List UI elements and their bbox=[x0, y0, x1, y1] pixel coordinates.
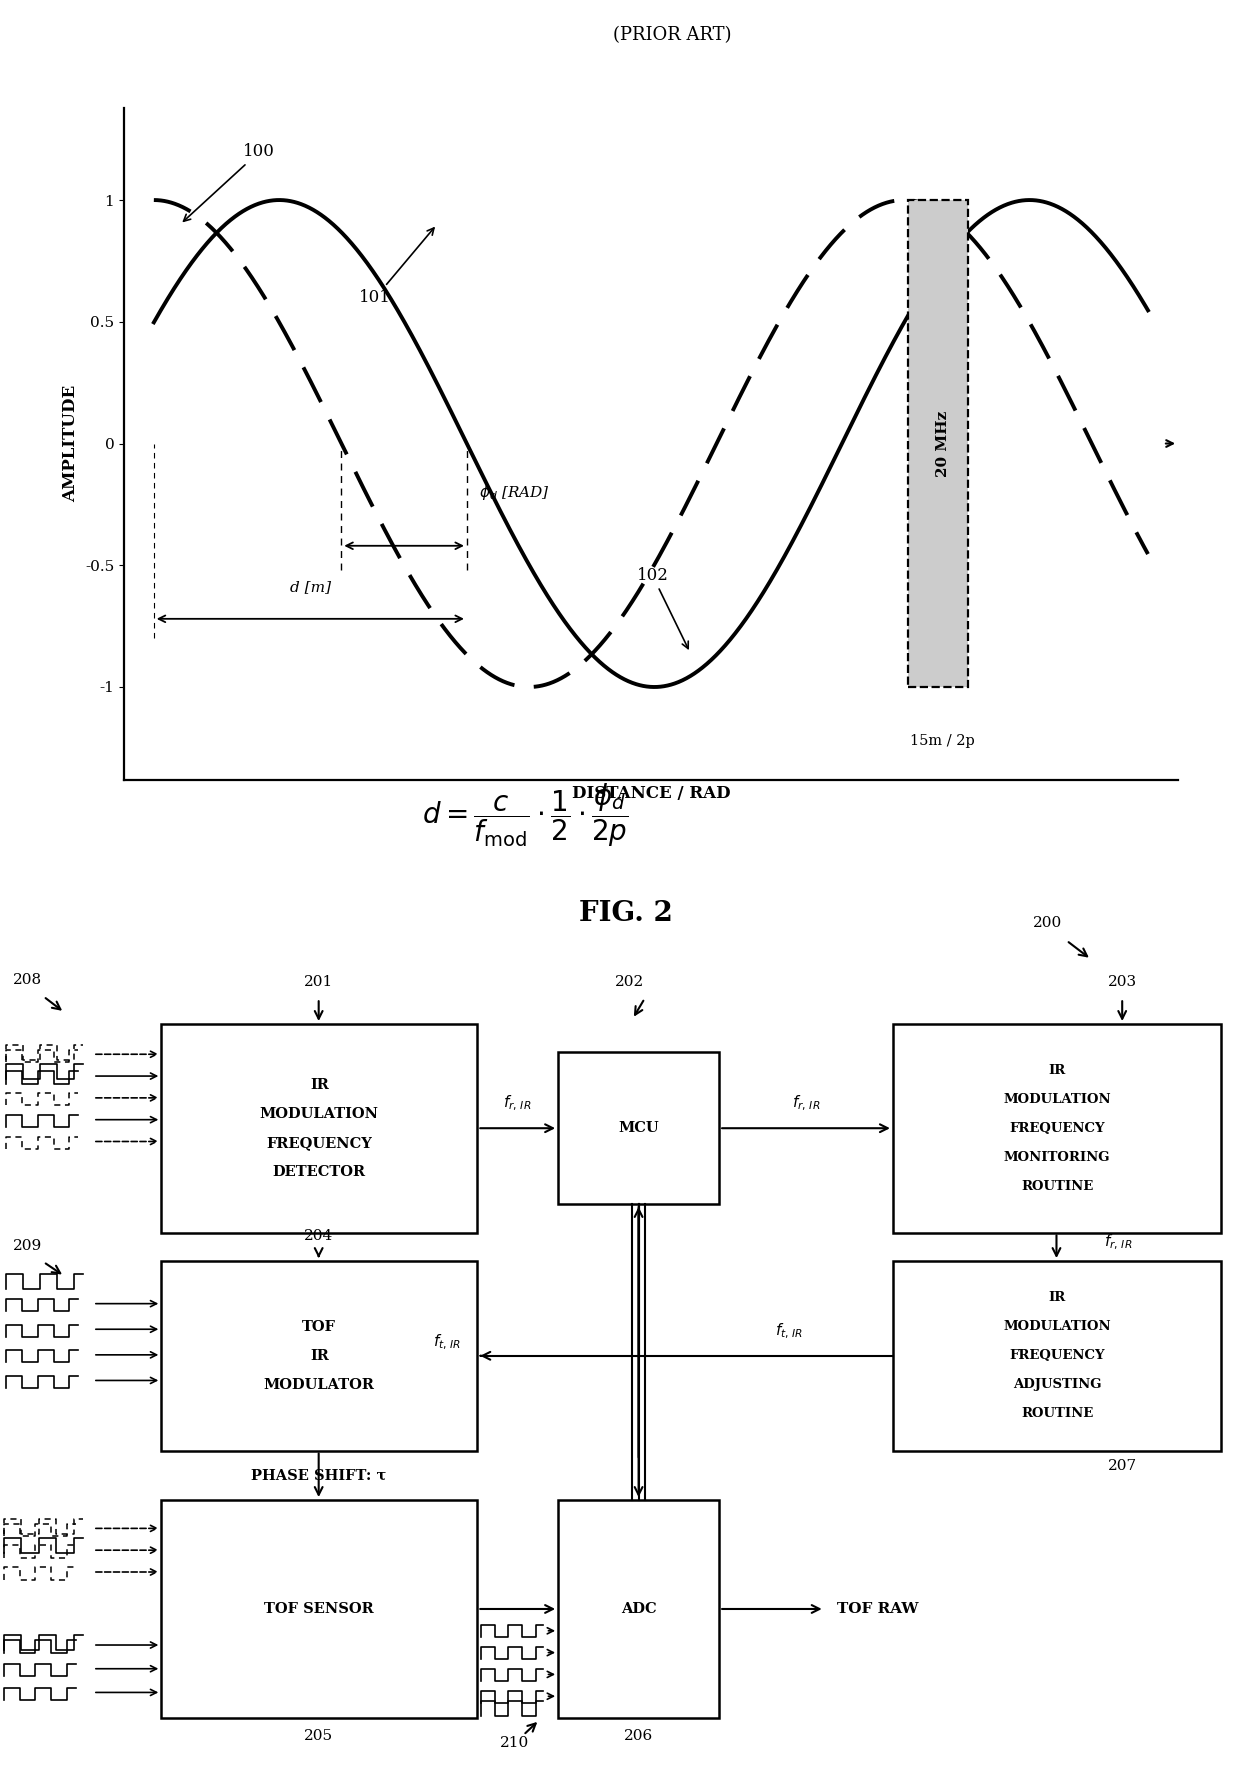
Text: (PRIOR ART): (PRIOR ART) bbox=[613, 27, 732, 45]
Bar bbox=[161, 1500, 477, 1719]
Text: IR: IR bbox=[310, 1077, 329, 1091]
Text: IR: IR bbox=[310, 1349, 329, 1362]
Bar bbox=[908, 201, 967, 686]
Text: 207: 207 bbox=[1107, 1459, 1137, 1473]
Text: 205: 205 bbox=[304, 1729, 334, 1744]
Text: 210: 210 bbox=[500, 1736, 529, 1751]
Text: 200: 200 bbox=[1033, 916, 1063, 930]
Text: TOF SENSOR: TOF SENSOR bbox=[264, 1602, 374, 1616]
Text: ADC: ADC bbox=[621, 1602, 656, 1616]
Text: ADJUSTING: ADJUSTING bbox=[1013, 1378, 1101, 1391]
Text: ROUTINE: ROUTINE bbox=[1021, 1407, 1094, 1419]
Text: $f_{t,\,IR}$: $f_{t,\,IR}$ bbox=[775, 1321, 804, 1340]
Text: 208: 208 bbox=[12, 973, 42, 987]
Text: $d = \dfrac{c}{f_{\mathrm{mod}}} \cdot \dfrac{1}{2} \cdot \dfrac{\phi_d}{2p}$: $d = \dfrac{c}{f_{\mathrm{mod}}} \cdot \… bbox=[422, 781, 627, 849]
Text: PHASE SHIFT: τ: PHASE SHIFT: τ bbox=[250, 1468, 387, 1482]
Text: TOF RAW: TOF RAW bbox=[837, 1602, 919, 1616]
Text: $\phi_d$ [RAD]: $\phi_d$ [RAD] bbox=[479, 482, 549, 502]
Text: 15m / 2p: 15m / 2p bbox=[910, 733, 975, 747]
Text: 204: 204 bbox=[304, 1229, 334, 1244]
Text: IR: IR bbox=[1049, 1064, 1065, 1077]
Text: FREQUENCY: FREQUENCY bbox=[1009, 1349, 1105, 1362]
Text: $f_{r,\,IR}$: $f_{r,\,IR}$ bbox=[503, 1093, 531, 1113]
Bar bbox=[161, 1023, 477, 1233]
Bar bbox=[893, 1023, 1221, 1233]
Text: 20 MHz: 20 MHz bbox=[935, 410, 950, 477]
Text: 206: 206 bbox=[624, 1729, 653, 1744]
Bar bbox=[908, 201, 967, 686]
Text: 201: 201 bbox=[304, 975, 334, 989]
Text: MODULATION: MODULATION bbox=[1003, 1093, 1111, 1106]
Bar bbox=[558, 1500, 719, 1719]
Text: 202: 202 bbox=[615, 975, 645, 989]
Text: MODULATION: MODULATION bbox=[1003, 1321, 1111, 1333]
Bar bbox=[558, 1052, 719, 1204]
Text: MODULATOR: MODULATOR bbox=[264, 1378, 374, 1392]
Text: $f_{t,\,IR}$: $f_{t,\,IR}$ bbox=[433, 1333, 461, 1351]
Bar bbox=[161, 1262, 477, 1452]
Text: MONITORING: MONITORING bbox=[1004, 1150, 1110, 1163]
Text: d [m]: d [m] bbox=[290, 581, 331, 595]
Text: DETECTOR: DETECTOR bbox=[273, 1165, 366, 1179]
Y-axis label: AMPLITUDE: AMPLITUDE bbox=[62, 385, 79, 502]
Text: IR: IR bbox=[1049, 1292, 1065, 1305]
Text: 102: 102 bbox=[636, 566, 688, 649]
Text: FREQUENCY: FREQUENCY bbox=[1009, 1122, 1105, 1134]
Text: MODULATION: MODULATION bbox=[260, 1107, 378, 1120]
Text: $f_{r,\,IR}$: $f_{r,\,IR}$ bbox=[1104, 1233, 1132, 1253]
X-axis label: DISTANCE / RAD: DISTANCE / RAD bbox=[572, 785, 730, 803]
Text: 209: 209 bbox=[12, 1238, 42, 1253]
Text: MCU: MCU bbox=[619, 1122, 658, 1134]
Text: FREQUENCY: FREQUENCY bbox=[267, 1136, 372, 1150]
Text: 203: 203 bbox=[1107, 975, 1137, 989]
Text: $f_{r,\,IR}$: $f_{r,\,IR}$ bbox=[792, 1093, 820, 1113]
Text: ROUTINE: ROUTINE bbox=[1021, 1179, 1094, 1192]
Text: 101: 101 bbox=[360, 228, 434, 306]
Text: FIG. 2: FIG. 2 bbox=[579, 901, 673, 928]
Bar bbox=[893, 1262, 1221, 1452]
Text: TOF: TOF bbox=[303, 1321, 336, 1333]
Text: 100: 100 bbox=[184, 143, 275, 220]
